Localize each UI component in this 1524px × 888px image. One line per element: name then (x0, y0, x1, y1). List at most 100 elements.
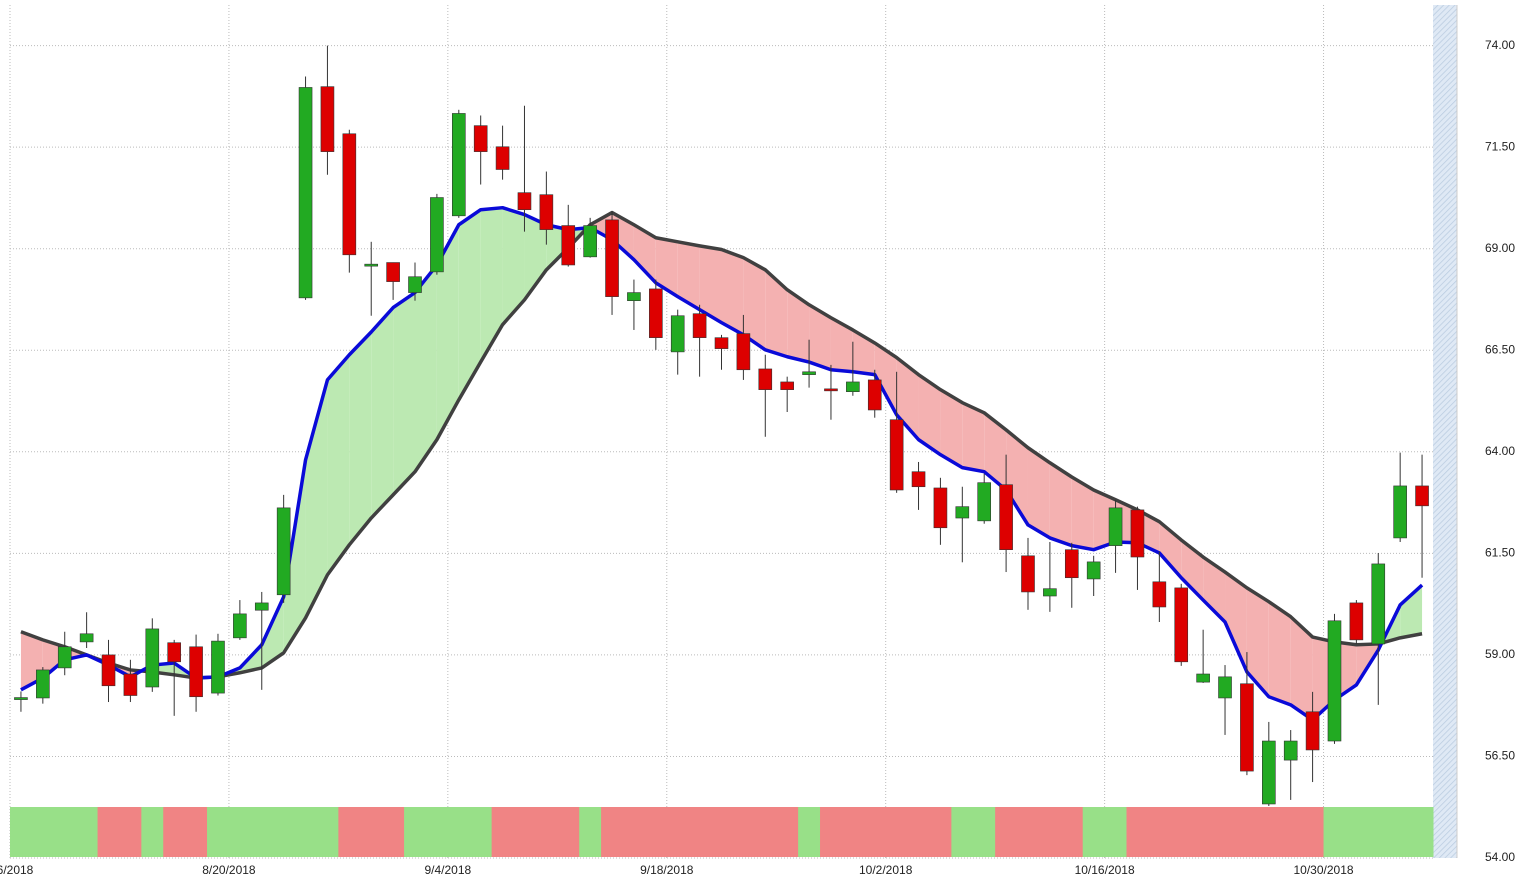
signal-band (666, 807, 690, 857)
ma-fill-piece (655, 237, 678, 297)
ma-fill-piece (436, 224, 459, 440)
ma-fill-piece (1181, 539, 1204, 601)
ma-fill-piece (721, 249, 744, 335)
signal-band (863, 807, 887, 857)
signal-band (1345, 807, 1368, 857)
signal-band (841, 807, 865, 857)
candle-body (539, 194, 554, 230)
candle-body (846, 381, 860, 392)
signal-band (710, 807, 733, 857)
signal-band (1038, 807, 1062, 857)
x-tick-label: 9/18/2018 (640, 863, 694, 877)
candle-body (1064, 549, 1079, 579)
signal-band (1301, 807, 1325, 857)
candle-body (670, 315, 685, 353)
candle-body (1283, 740, 1298, 761)
x-tick-label: 9/4/2018 (424, 863, 471, 877)
signal-band (338, 807, 361, 857)
moving-average-line (20, 205, 1424, 722)
candle-body (824, 388, 838, 392)
ma-fill-piece (1049, 462, 1072, 546)
ma-fill-piece (1400, 585, 1423, 638)
candle-body (430, 197, 444, 273)
candle-body (1196, 673, 1210, 683)
candle-body (14, 697, 28, 700)
signal-band (119, 807, 142, 857)
candle-body (1152, 581, 1167, 608)
candle-body (1305, 711, 1320, 751)
moving-average-line (20, 210, 1423, 680)
signal-band (1257, 807, 1281, 857)
candle-body (1108, 507, 1123, 546)
y-tick-label: 66.50 (1485, 342, 1515, 356)
candle-body (561, 225, 576, 266)
ma-fill-piece (1225, 572, 1247, 672)
ma-fill-piece (458, 209, 481, 400)
ma-fill-piece (371, 307, 394, 519)
candle-body (123, 673, 138, 696)
signal-band (97, 807, 120, 857)
signal-band (1060, 807, 1084, 857)
signal-band (1148, 807, 1171, 857)
ma-fill-piece (1071, 476, 1094, 550)
signal-band (776, 807, 799, 857)
signal-band (820, 807, 843, 857)
signal-band (228, 807, 252, 857)
signal-band (929, 807, 952, 857)
x-tick-label: 10/2/2018 (859, 863, 913, 877)
ma-fill-piece (830, 317, 853, 372)
signal-band (513, 807, 536, 857)
ma-fill-piece (743, 257, 766, 350)
ma-fill-piece (305, 379, 328, 618)
signal-band (141, 807, 164, 857)
signal-band (272, 807, 296, 857)
signal-band (1279, 807, 1303, 857)
ma-fill-piece (1246, 587, 1269, 697)
signal-band (31, 807, 55, 857)
y-tick-label: 64.00 (1485, 444, 1515, 458)
ma-fill-piece (765, 269, 788, 357)
candle-body (692, 313, 707, 338)
signal-band (207, 807, 230, 857)
signal-band (535, 807, 558, 857)
ma-fill-piece (1006, 429, 1028, 525)
x-tick-label: 8/6/2018 (0, 863, 34, 877)
signal-band (951, 807, 974, 857)
candle-body (955, 506, 970, 519)
signal-band (579, 807, 602, 857)
candle-body (1130, 509, 1145, 558)
ma-fill-piece (984, 412, 1007, 490)
signal-band (1104, 807, 1128, 857)
signal-band (382, 807, 405, 857)
candle-body (758, 368, 773, 390)
signal-band (1192, 807, 1215, 857)
signal-band (53, 807, 77, 857)
candle-body (889, 419, 904, 491)
signal-band (1017, 807, 1040, 857)
candle-body (408, 276, 422, 293)
signal-band (1323, 807, 1346, 857)
signal-band (1367, 807, 1390, 857)
ma-fill-piece (874, 342, 897, 415)
ma-fill-piece (524, 214, 547, 300)
signal-band (491, 807, 515, 857)
signal-band (360, 807, 383, 857)
candle-body (1262, 740, 1276, 805)
signal-band (10, 807, 33, 857)
candle-body (1415, 485, 1429, 507)
candle-body (473, 125, 488, 152)
candle-body (802, 371, 816, 375)
signal-band (798, 807, 821, 857)
signal-band (1389, 807, 1412, 857)
ma-fill-piece (261, 596, 284, 668)
signal-band (754, 807, 777, 857)
signal-band (1082, 807, 1106, 857)
candle-body (999, 484, 1013, 551)
candle-body (1218, 676, 1232, 699)
signal-band (732, 807, 755, 857)
signal-band (316, 807, 339, 857)
signal-band (973, 807, 996, 857)
candle-body (977, 482, 992, 522)
